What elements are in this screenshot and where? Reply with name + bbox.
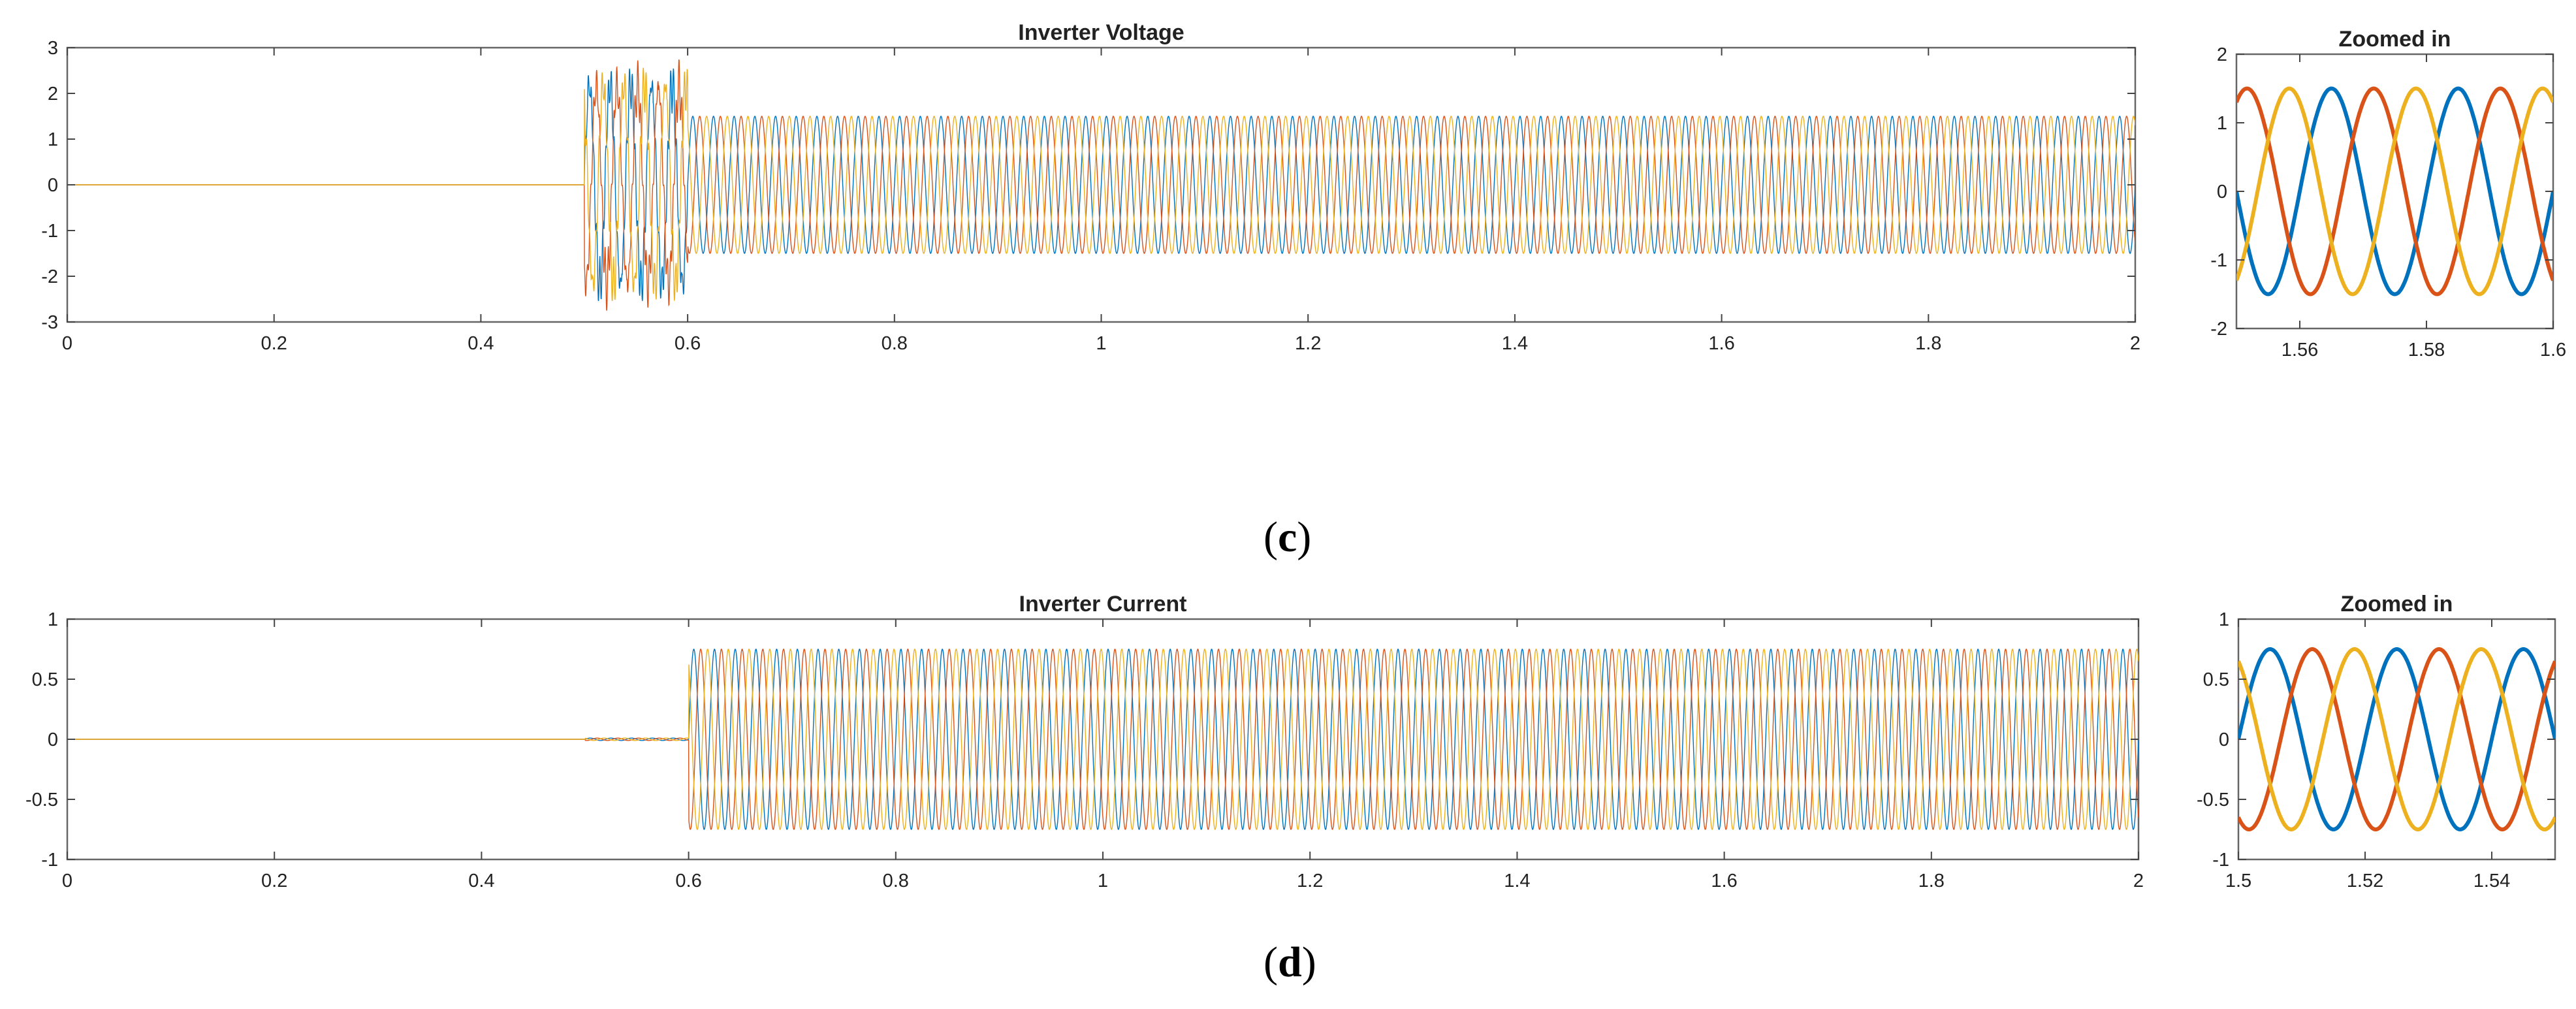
panel-label-d-letter: d (1277, 938, 1302, 986)
voltage_main-xtick-label: 0.2 (261, 333, 287, 354)
current_zoom-series-phase-c (2238, 647, 2555, 831)
current_main-ytick-label: -0.5 (25, 790, 58, 810)
current_main-xtick-label: 0.6 (675, 871, 701, 891)
panel-label-c-close: ) (1297, 513, 1312, 561)
current_main-ytick-label: 0 (48, 729, 58, 750)
current_main-ytick-label: 0.5 (32, 669, 58, 690)
voltage_main-ytick-label: -2 (41, 266, 58, 287)
current_main-series-phase-c (67, 649, 2139, 830)
voltage_zoom-ytick-label: 2 (2217, 44, 2227, 65)
current_main-xtick-label: 1 (1098, 871, 1108, 891)
panel-label-c-open: ( (1264, 513, 1278, 561)
voltage_main-ytick-label: -1 (41, 221, 58, 242)
voltage_main-xtick-label: 0.6 (675, 333, 701, 354)
current_main-xtick-label: 0.8 (883, 871, 909, 891)
voltage_main-xtick-label: 2 (2130, 333, 2140, 354)
voltage_main-xtick-label: 0 (62, 333, 72, 354)
panel-label-d-close: ) (1301, 938, 1316, 986)
current_zoom-title: Zoomed in (2341, 592, 2453, 617)
voltage_main-ytick-label: -3 (41, 312, 58, 333)
current_main-ytick-label: -1 (41, 850, 58, 871)
current_zoom-xtick-label: 1.5 (2225, 871, 2251, 891)
current_main-xtick-label: 2 (2133, 871, 2144, 891)
voltage_main-xtick-label: 0.4 (468, 333, 494, 354)
voltage_main-xtick-label: 1.2 (1295, 333, 1321, 354)
voltage_zoom-axes: 1.56 1.58 1.6 -2 -1 0 1 2 Zoomed in (2210, 27, 2566, 360)
voltage_zoom-xtick-label: 1.6 (2540, 340, 2566, 360)
current_zoom-ytick-label: -1 (2212, 850, 2229, 871)
voltage_zoom-ytick-label: -1 (2210, 250, 2227, 271)
current_main-axes: 0 0.2 0.4 0.6 0.8 1 1.2 1.4 1.6 1.8 2 -1 -0.5 0 0.5 1 In… (25, 592, 2144, 891)
voltage_zoom-series-group (2236, 86, 2553, 296)
current_main-xtick-label: 0.4 (468, 871, 494, 891)
voltage_main-ytick-label: 3 (48, 38, 58, 59)
panel-label-c: (c) (1264, 513, 1311, 562)
voltage_main-xtick-label: 1.6 (1708, 333, 1734, 354)
current_main-title: Inverter Current (1019, 592, 1187, 617)
current_main-xtick-label: 1.2 (1297, 871, 1323, 891)
voltage_main-ytick-label: 0 (48, 175, 58, 196)
current_zoom-xtick-label: 1.52 (2347, 871, 2383, 891)
voltage_zoom-ytick-label: 0 (2217, 182, 2227, 202)
current_zoom-axes: 1.5 1.52 1.54 -1 -0.5 0 0.5 1 Zoomed in (2197, 592, 2556, 891)
current_main-xtick-label: 0 (62, 871, 72, 891)
voltage_main-series-phase-c (67, 67, 2135, 302)
voltage_main-xtick-label: 1.4 (1502, 333, 1528, 354)
voltage_zoom-ytick-label: -2 (2210, 319, 2227, 340)
voltage_main-title: Inverter Voltage (1018, 20, 1184, 45)
current_zoom-frame (2237, 618, 2556, 861)
panel-label-d: (d) (1264, 938, 1316, 987)
current_zoom-ytick-label: 0 (2219, 729, 2229, 750)
panel-label-d-open: ( (1264, 938, 1278, 986)
current_zoom-series-group (2238, 647, 2555, 831)
voltage_main-ytick-label: 1 (48, 129, 58, 150)
current_main-xtick-label: 1.8 (1918, 871, 1945, 891)
voltage_zoom-xtick-label: 1.56 (2282, 340, 2318, 360)
voltage_main-ytick-label: 2 (48, 84, 58, 104)
current_main-ytick-label: 1 (48, 609, 58, 630)
voltage_main-axes: 0 0.2 0.4 0.6 0.8 1 1.2 1.4 1.6 1.8 2 -3 -2 -1 0 1 2 3 Inv… (41, 20, 2140, 354)
voltage_zoom-ytick-label: 1 (2217, 113, 2227, 134)
current_zoom-ytick-label: -0.5 (2197, 790, 2229, 810)
current_main-series-group (67, 649, 2139, 830)
current_main-xtick-label: 1.6 (1711, 871, 1737, 891)
voltage_zoom-series-phase-c (2236, 86, 2553, 296)
current_zoom-ytick-label: 1 (2219, 609, 2229, 630)
voltage_main-xtick-label: 1 (1096, 333, 1106, 354)
current_zoom-ytick-label: 0.5 (2203, 669, 2229, 690)
voltage_main-series-group (67, 59, 2135, 311)
current_main-xtick-label: 1.4 (1504, 871, 1530, 891)
voltage_zoom-title: Zoomed in (2339, 27, 2451, 52)
voltage_zoom-xtick-label: 1.58 (2408, 340, 2445, 360)
current_zoom-xtick-label: 1.54 (2473, 871, 2510, 891)
voltage_main-xtick-label: 0.8 (882, 333, 908, 354)
panel-label-c-letter: c (1277, 513, 1297, 561)
voltage_main-xtick-label: 1.8 (1915, 333, 1941, 354)
current_main-xtick-label: 0.2 (261, 871, 287, 891)
